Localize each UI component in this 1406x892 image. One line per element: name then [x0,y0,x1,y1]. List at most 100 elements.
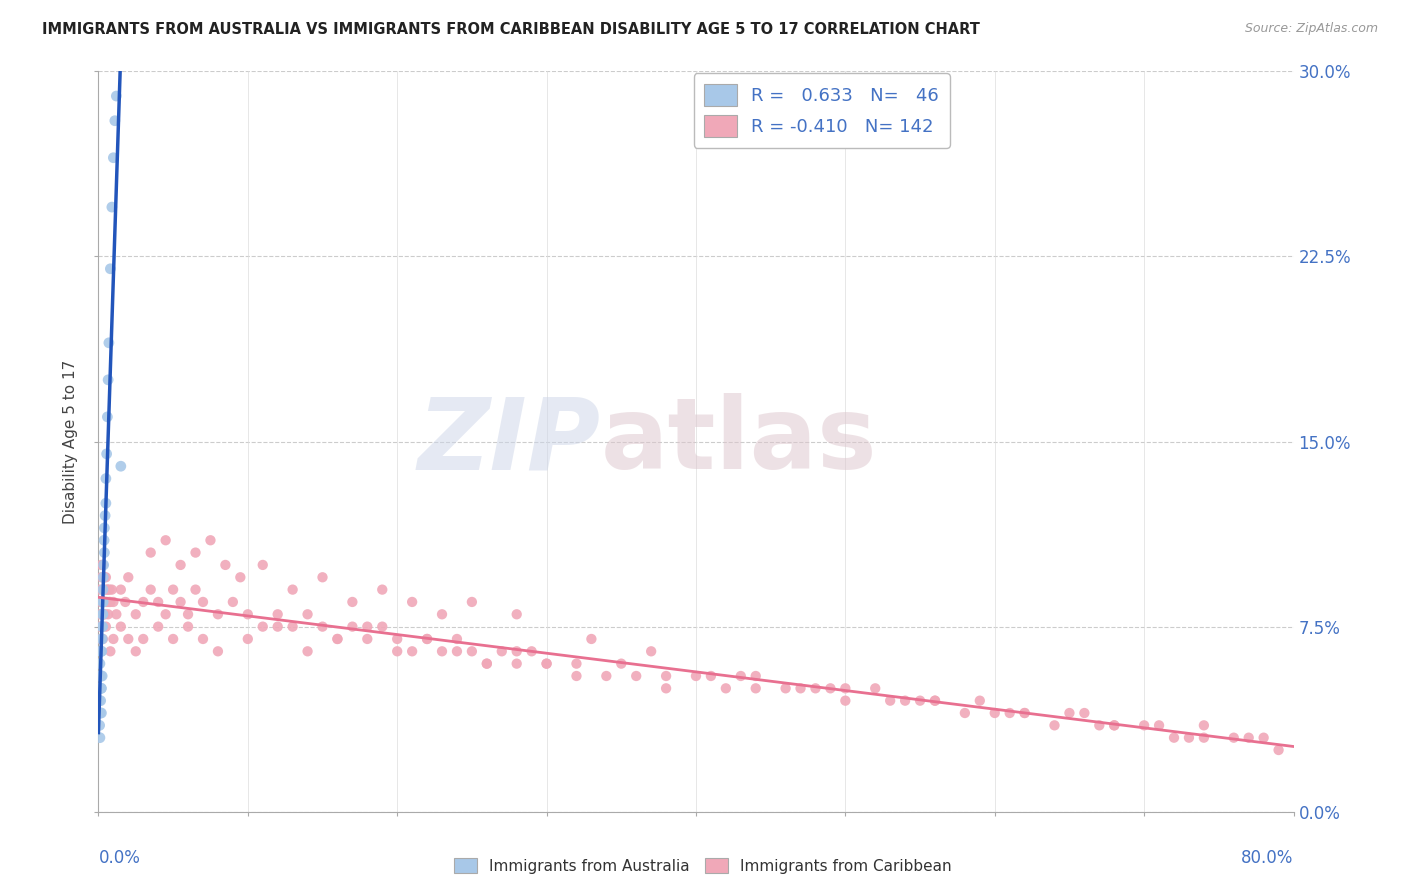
Point [865,681,887,696]
Point [491,644,513,658]
Point [132,632,155,646]
Point [595,669,617,683]
Point [267,607,290,622]
Point [89,632,111,646]
Point [371,619,394,633]
Point [700,669,723,683]
Point [446,644,468,658]
Y-axis label: Disability Age 5 to 17: Disability Age 5 to 17 [63,359,79,524]
Point [834,681,856,696]
Text: 80.0%: 80.0% [1241,849,1294,867]
Point [281,619,304,633]
Point [91,619,114,633]
Point [105,607,128,622]
Point [804,681,827,696]
Point [565,657,588,671]
Point [110,582,132,597]
Point [297,644,319,658]
Point [98,582,121,597]
Point [103,151,125,165]
Text: ZIP: ZIP [418,393,600,490]
Point [229,570,252,584]
Point [91,595,114,609]
Point [103,595,125,609]
Point [125,607,148,622]
Point [356,619,378,633]
Point [90,619,112,633]
Point [297,607,319,622]
Point [89,681,111,696]
Point [110,619,132,633]
Point [191,632,214,646]
Point [91,607,114,622]
Point [96,595,118,609]
Point [416,632,439,646]
Point [93,607,115,622]
Point [894,694,917,708]
Point [834,694,856,708]
Point [1043,718,1066,732]
Point [1073,706,1095,720]
Point [1253,731,1275,745]
Point [89,706,111,720]
Point [90,619,112,633]
Point [89,607,111,622]
Point [745,669,768,683]
Point [169,558,191,572]
Point [162,582,184,597]
Text: 0.0%: 0.0% [98,849,141,867]
Point [1147,718,1170,732]
Point [132,595,155,609]
Point [117,632,139,646]
Point [326,632,349,646]
Point [1014,706,1036,720]
Legend: Immigrants from Australia, Immigrants from Caribbean: Immigrants from Australia, Immigrants fr… [449,852,957,880]
Point [91,669,114,683]
Point [1223,731,1246,745]
Point [475,657,498,671]
Point [90,595,112,609]
Point [879,694,901,708]
Point [93,545,115,560]
Point [93,582,115,597]
Point [90,644,112,658]
Point [94,570,117,584]
Point [655,669,678,683]
Point [101,200,124,214]
Point [236,607,259,622]
Point [94,619,117,633]
Point [90,669,112,683]
Point [162,632,184,646]
Point [103,632,125,646]
Point [385,644,409,658]
Point [924,694,946,708]
Point [105,89,128,103]
Point [94,508,117,523]
Point [93,558,115,572]
Point [96,447,118,461]
Point [461,644,484,658]
Point [640,644,662,658]
Point [430,607,453,622]
Point [1059,706,1081,720]
Point [475,657,498,671]
Point [90,694,112,708]
Point [89,718,111,732]
Point [91,595,114,609]
Point [924,694,946,708]
Point [91,582,114,597]
Point [96,582,118,597]
Point [110,459,132,474]
Point [93,533,115,548]
Point [94,471,117,485]
Point [536,657,558,671]
Point [685,669,707,683]
Point [139,582,162,597]
Point [93,570,115,584]
Point [1192,731,1215,745]
Point [148,595,170,609]
Text: atlas: atlas [600,393,877,490]
Point [1133,718,1156,732]
Point [91,595,114,609]
Point [461,595,484,609]
